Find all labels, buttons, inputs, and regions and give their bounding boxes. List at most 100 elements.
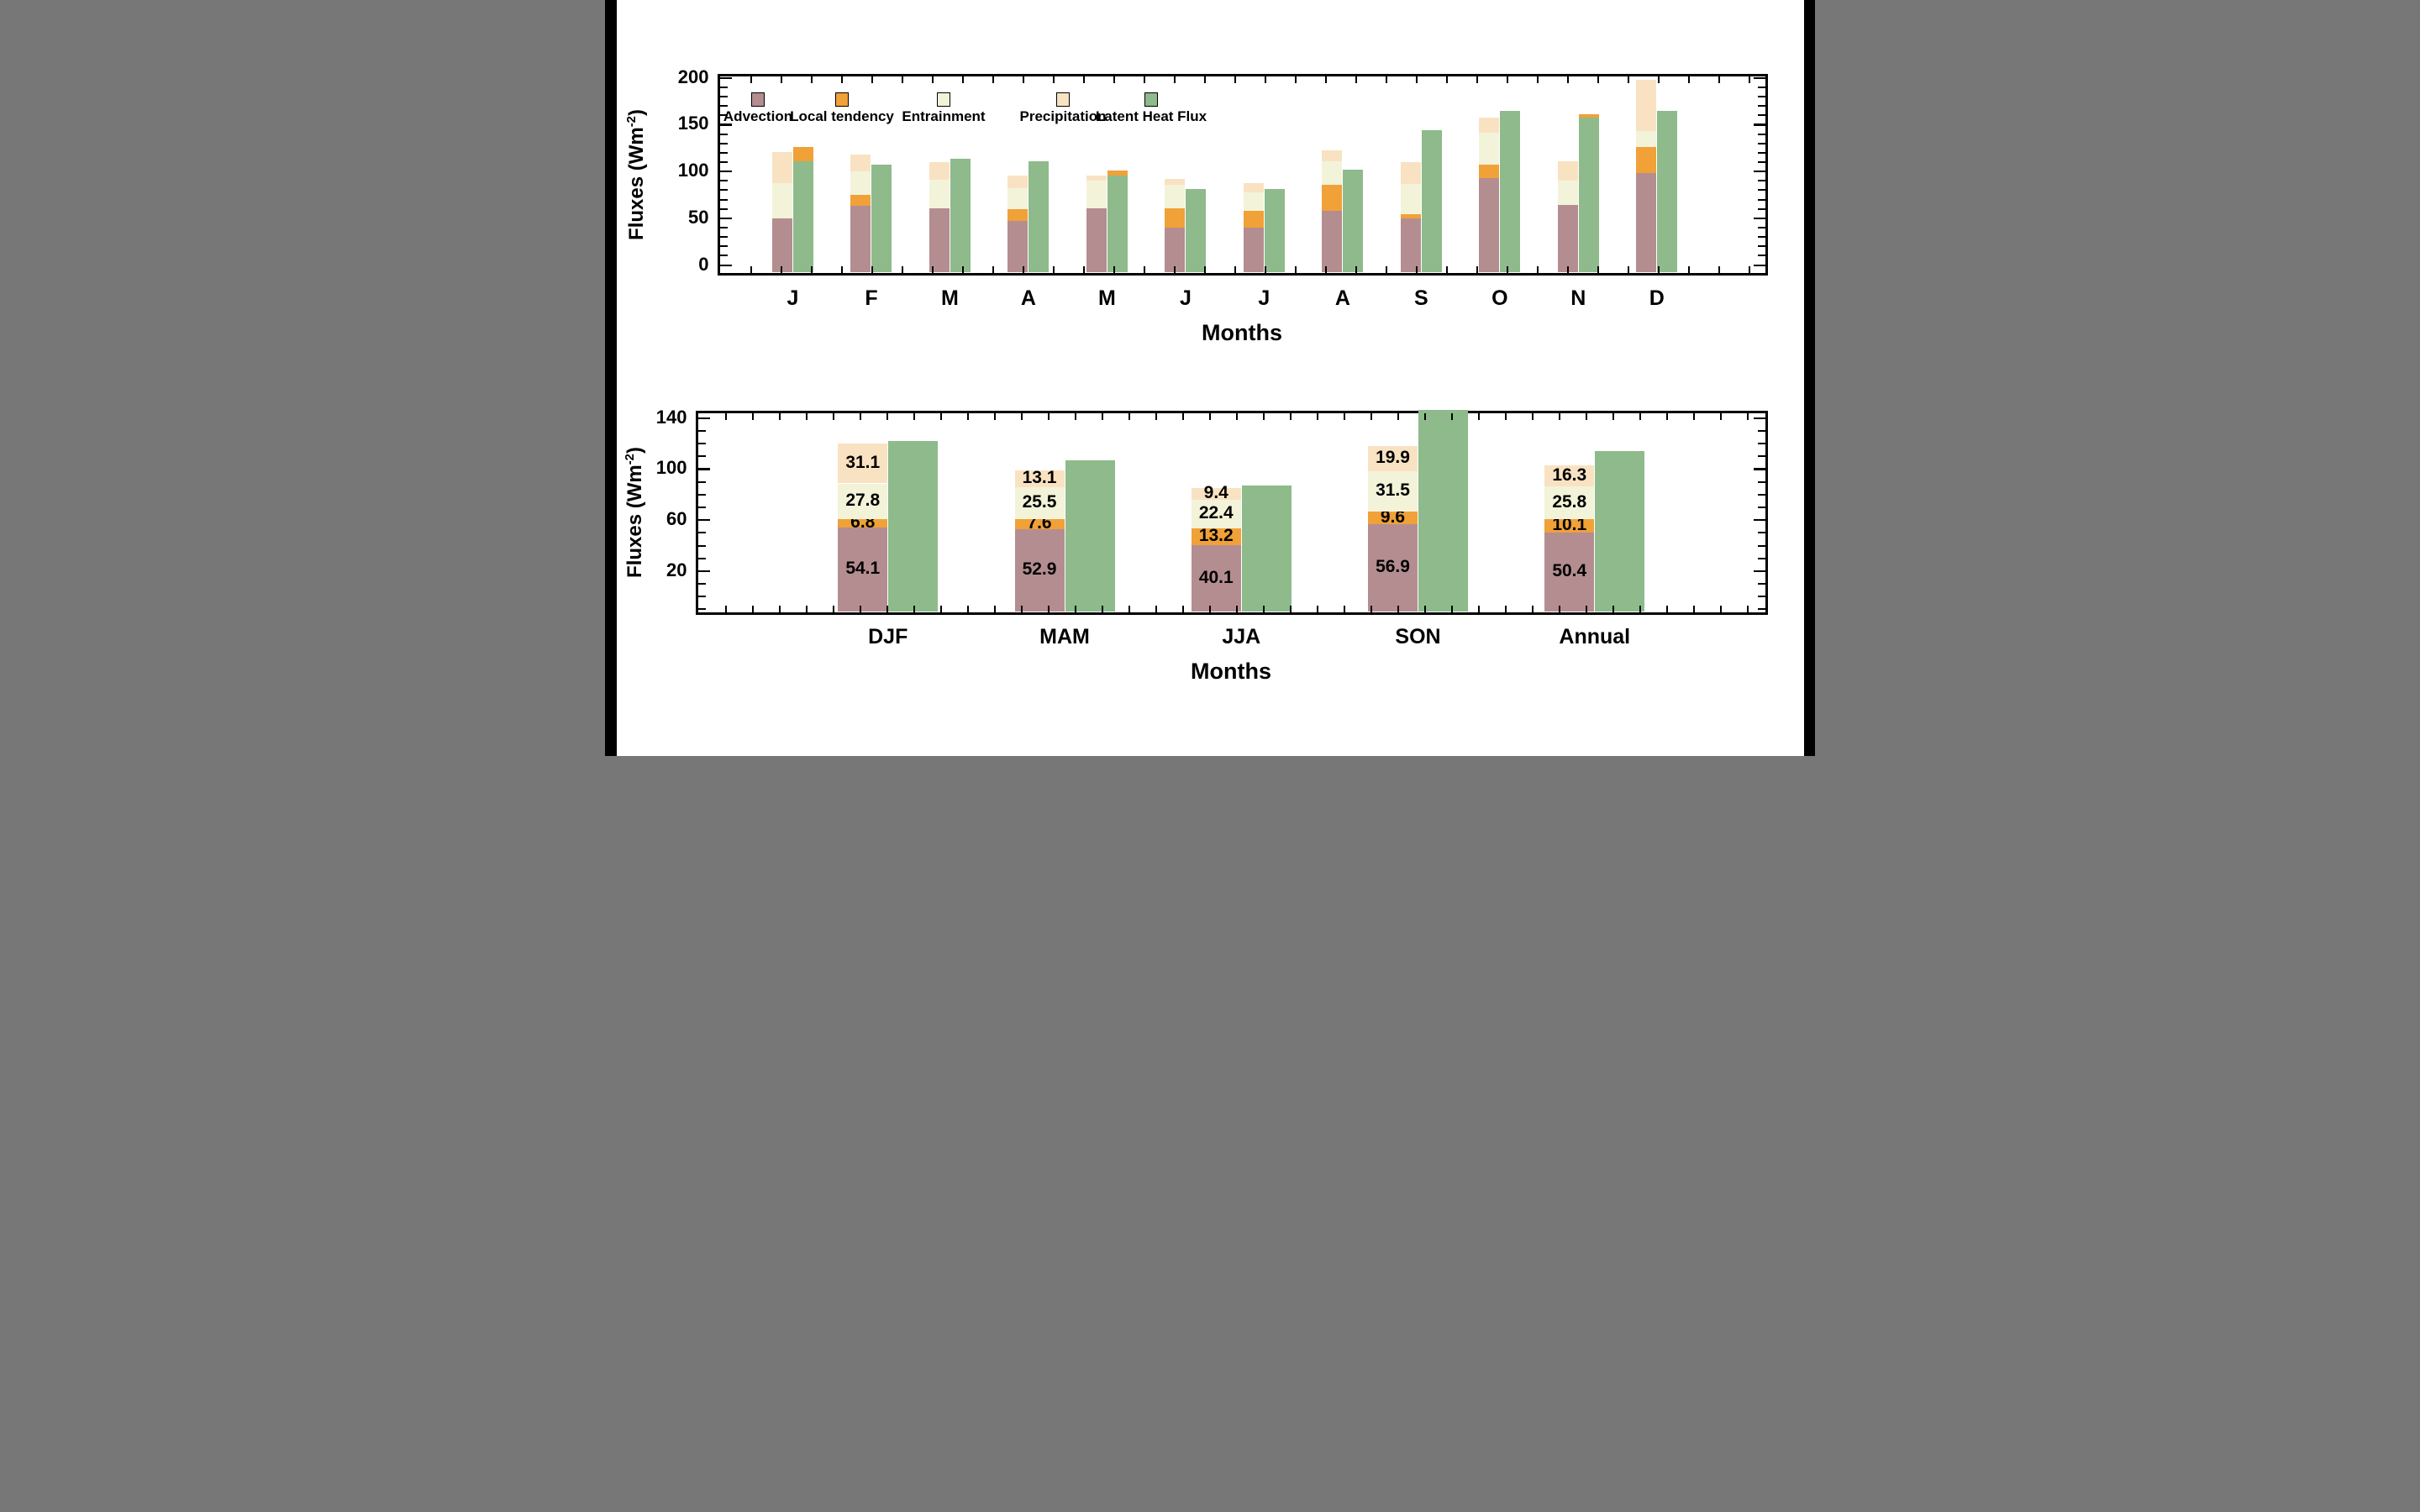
y-minor-tick [719, 198, 728, 201]
category-label-annual: Annual [1559, 624, 1631, 648]
bar-latent-heat-flux [1578, 117, 1599, 273]
bar-segment-precipitation [1557, 160, 1578, 181]
bar-latent-heat-flux [1595, 451, 1645, 612]
x-frame-tick [1155, 605, 1157, 612]
x-frame-tick [832, 412, 834, 420]
bar-segment-entrainment [929, 180, 950, 208]
y-tick-label: 100 [677, 160, 709, 181]
x-frame-tick [1558, 605, 1560, 612]
x-frame-tick [1203, 76, 1206, 83]
y-major-tick [697, 570, 710, 573]
x-frame-tick [1208, 412, 1211, 420]
y-major-tick [1753, 171, 1765, 173]
x-frame-tick [1173, 76, 1176, 83]
x-frame-tick [901, 265, 903, 273]
x-frame-tick [961, 265, 964, 273]
x-frame-tick [1385, 76, 1387, 83]
y-minor-tick [719, 245, 728, 248]
value-label-precipitation: 19.9 [1376, 448, 1410, 468]
y-minor-tick [719, 105, 728, 108]
value-label-advection: 54.1 [845, 559, 881, 579]
value-label-entrainment: 31.5 [1376, 480, 1410, 501]
x-frame-tick [1128, 605, 1130, 612]
bar-latent-heat-flux [1107, 175, 1128, 273]
x-frame-tick [1316, 605, 1318, 612]
value-label-local-tendency: 13.2 [1198, 526, 1234, 546]
x-frame-tick [992, 265, 994, 273]
y-major-tick [1753, 217, 1765, 220]
legend-label: Local tendency [790, 108, 894, 124]
y-minor-tick [1757, 114, 1765, 117]
x-frame-tick [886, 605, 888, 612]
y-minor-tick [697, 493, 706, 496]
category-label-m: M [1097, 286, 1116, 310]
x-frame-tick [1397, 412, 1399, 420]
y-minor-tick [1757, 245, 1765, 248]
y-minor-tick [719, 189, 728, 192]
x-frame-tick [1343, 605, 1345, 612]
x-frame-tick [810, 76, 813, 83]
x-frame-tick [1687, 76, 1690, 83]
x-frame-tick [931, 265, 934, 273]
y-minor-tick [719, 86, 728, 88]
x-frame-tick [840, 265, 843, 273]
y-minor-tick [697, 596, 706, 598]
bar-segment-local-tendency [1636, 147, 1657, 174]
bar-segment-precipitation [929, 162, 950, 181]
bar-segment-precipitation [1243, 182, 1264, 192]
y-minor-tick [1757, 442, 1765, 444]
monthly-fluxes-chart: Fluxes (Wm-2) Months J F M A M J J A S O N D 0 50 100 1… [605, 0, 1815, 756]
bar-segment-advection [772, 218, 792, 273]
x-frame-tick [780, 265, 782, 273]
bar-segment-entrainment [1636, 131, 1657, 148]
x-frame-tick [939, 605, 942, 612]
bar-segment-advection [1014, 528, 1065, 612]
x-frame-tick [1687, 265, 1690, 273]
bar-segment-local-tendency [1368, 512, 1418, 524]
y-minor-tick [1757, 506, 1765, 508]
x-frame-tick [1746, 605, 1749, 612]
bar-segment-local-tendency [1479, 165, 1500, 178]
legend-swatch-entrainment-icon [937, 92, 950, 107]
bar-segment-entrainment [1007, 188, 1028, 209]
y-minor-tick [1757, 480, 1765, 483]
x-frame-tick [1101, 412, 1103, 420]
x-frame-tick [1143, 265, 1145, 273]
bar-segment-entrainment [1165, 184, 1186, 208]
x-frame-tick [1385, 265, 1387, 273]
x-frame-tick [886, 412, 888, 420]
x-frame-tick [1450, 605, 1453, 612]
value-label-local-tendency: 9.6 [1380, 507, 1406, 527]
category-label-o: O [1491, 286, 1508, 310]
bar-segment-local-tendency [1191, 528, 1241, 546]
value-label-advection: 50.4 [1552, 561, 1587, 581]
value-label-entrainment: 25.5 [1022, 491, 1057, 512]
bar-segment-precipitation [1086, 175, 1107, 181]
x-frame-tick [966, 605, 969, 612]
left-black-border [605, 0, 617, 756]
category-label-f: F [865, 286, 878, 310]
bar-segment-entrainment [1322, 160, 1343, 185]
figure-canvas: Fluxes (Wm-2) Months J F M A M J J A S O N D 0 50 100 1… [605, 0, 1815, 756]
x-frame-tick [1316, 412, 1318, 420]
x-frame-tick [751, 605, 754, 612]
y-major-tick [1753, 76, 1765, 79]
x-frame-tick [1746, 412, 1749, 420]
x-frame-tick [1477, 605, 1480, 612]
legend-label: Precipitation [1019, 108, 1107, 124]
y-major-tick [697, 417, 710, 419]
x-frame-tick [1748, 76, 1750, 83]
bar-latent-heat-flux [1500, 110, 1521, 273]
x-frame-tick [810, 265, 813, 273]
bar-segment-advection [1479, 177, 1500, 273]
x-frame-tick [778, 605, 781, 612]
category-label-n: N [1570, 286, 1586, 310]
x-frame-tick [1074, 605, 1076, 612]
x-frame-tick [1423, 412, 1426, 420]
x-frame-tick [1143, 76, 1145, 83]
x-frame-tick [1370, 605, 1372, 612]
bar-segment-entrainment [1400, 183, 1421, 215]
bar-local-tendency-cap [1578, 114, 1599, 118]
bar-segment-precipitation [1368, 446, 1418, 472]
y-tick-label: 150 [677, 113, 709, 134]
